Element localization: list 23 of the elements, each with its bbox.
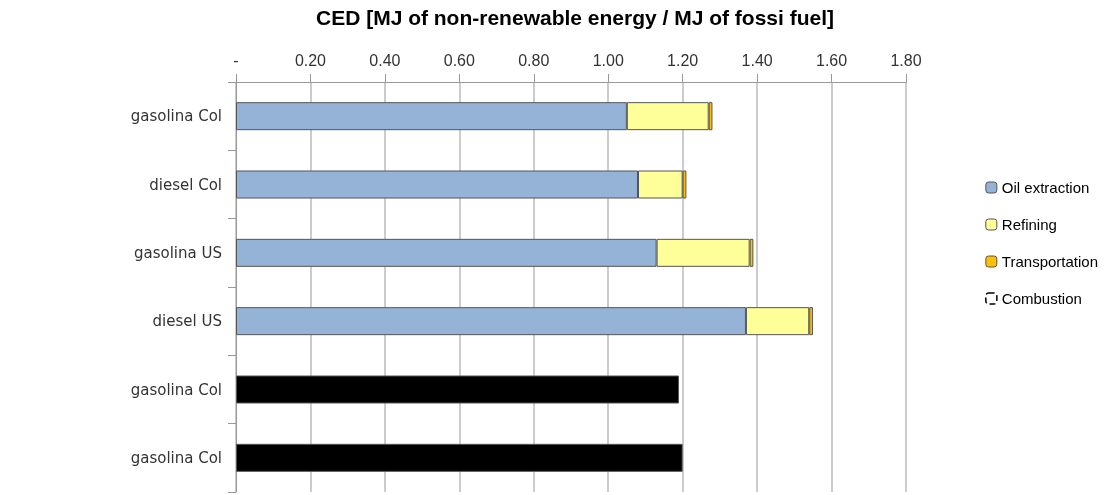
legend-label: Oil extraction <box>1001 179 1090 196</box>
legend-label: Transportation <box>1001 253 1099 270</box>
x-tick-label: 0.40 <box>369 51 401 69</box>
x-tick-label: 1.40 <box>741 51 773 69</box>
x-tick-label: 0.60 <box>443 51 476 69</box>
x-tick-label: 0.20 <box>294 51 327 69</box>
y-tick-label: diesel US <box>152 312 222 331</box>
x-tick-label: 0.80 <box>518 51 550 69</box>
x-tick-label: 1.00 <box>592 51 624 69</box>
y-tick-label: gasolina Col <box>130 448 222 467</box>
y-tick-label: gasolina Col <box>130 107 222 126</box>
x-tick-label: 1.20 <box>667 51 699 69</box>
x-tick-label: 1.60 <box>815 51 848 69</box>
y-tick-label: gasolina Col <box>130 380 222 399</box>
legend-label: Combustion <box>1001 290 1082 307</box>
y-tick-label: diesel Col <box>149 175 222 194</box>
x-tick-label: 1.80 <box>890 51 922 69</box>
legend-label: Refining <box>1001 216 1057 233</box>
bar <box>236 375 679 404</box>
bar <box>236 443 683 472</box>
x-tick-label: - <box>233 51 239 69</box>
chart-title: CED [MJ of non-renewable energy / MJ of fossi fuel] <box>315 6 835 29</box>
y-tick-label: gasolina US <box>133 243 222 262</box>
